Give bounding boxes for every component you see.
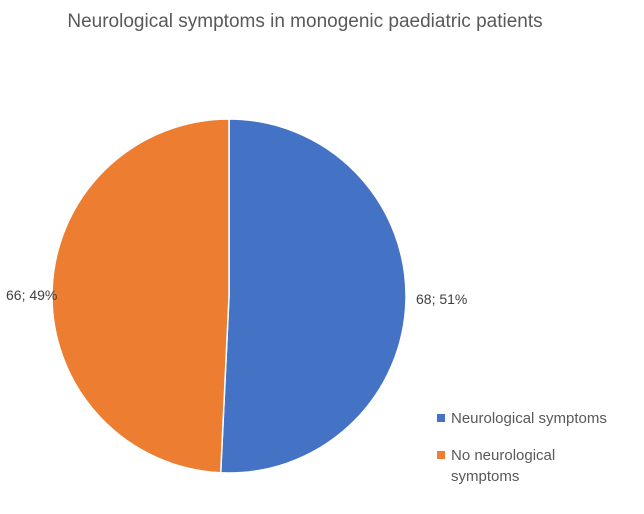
pie-slice-no-neurological xyxy=(51,118,230,474)
legend-label-neurological: Neurological symptoms xyxy=(451,410,607,427)
legend-swatch-no-neurological xyxy=(437,451,445,459)
legend-swatch-neurological xyxy=(437,414,445,422)
pie-slice-neurological xyxy=(219,118,407,474)
legend: Neurological symptoms No neurological sy… xyxy=(437,408,642,503)
data-label-neurological: 68; 51% xyxy=(416,291,468,307)
legend-label-no-neurological: No neurological symptoms xyxy=(451,447,556,485)
data-label-no-neurological: 66; 49% xyxy=(6,287,58,303)
legend-item-no-neurological: No neurological symptoms xyxy=(437,445,642,487)
legend-item-neurological: Neurological symptoms xyxy=(437,408,642,429)
chart-title: Neurological symptoms in monogenic paedi… xyxy=(67,11,543,32)
